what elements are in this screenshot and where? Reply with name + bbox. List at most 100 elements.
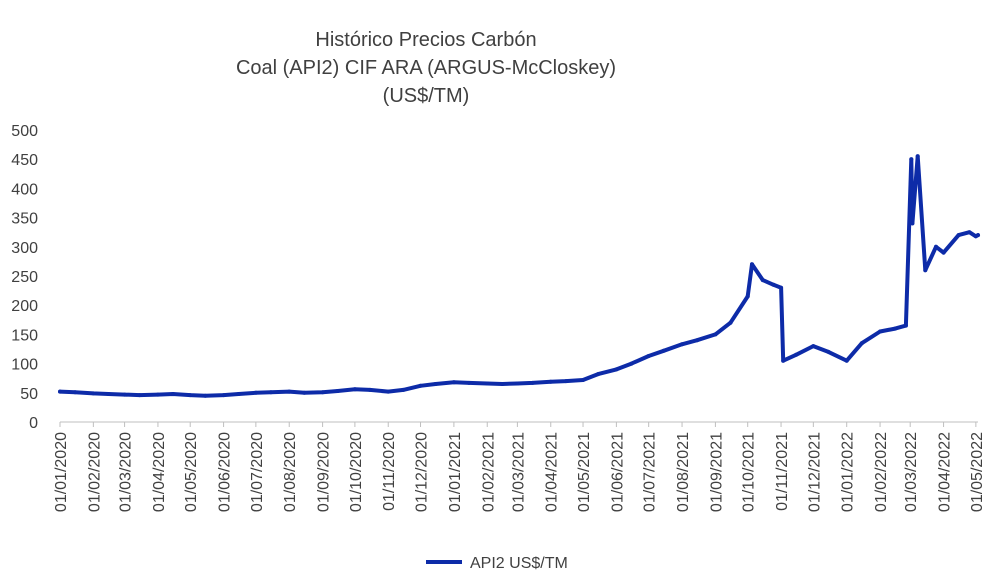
data-point: [661, 348, 666, 353]
x-tick-label: 01/01/2021: [447, 432, 464, 512]
data-point: [956, 233, 961, 238]
x-tick-label: 01/08/2021: [675, 432, 692, 512]
x-tick-label: 01/10/2020: [348, 432, 365, 512]
data-point: [467, 380, 471, 385]
data-point: [485, 381, 490, 386]
data-point: [287, 389, 292, 394]
data-point: [941, 250, 946, 255]
data-point: [781, 358, 786, 363]
chart-title-line-3: (US$/TM): [383, 85, 470, 107]
data-point: [137, 393, 142, 398]
data-point: [893, 326, 898, 331]
data-point: [500, 382, 505, 386]
data-point: [915, 154, 920, 159]
chart-title-line-1: Histórico Precios Carbón: [315, 29, 536, 51]
data-point: [695, 338, 700, 343]
data-point: [750, 262, 754, 267]
x-tick-label: 01/06/2020: [217, 432, 234, 512]
x-tick-label: 01/04/2022: [937, 432, 954, 512]
data-point: [826, 349, 831, 354]
data-point: [530, 380, 535, 385]
x-tick-label: 01/03/2022: [903, 432, 920, 512]
data-point: [122, 392, 127, 397]
series-layer: [58, 154, 980, 398]
legend: API2 US$/TM: [426, 555, 568, 572]
y-axis-ticks: 0 50 100 150 200 250 300 350 400 450 500: [11, 123, 38, 432]
data-point: [728, 320, 733, 325]
data-point: [335, 389, 340, 393]
data-point: [629, 361, 634, 366]
data-point: [903, 323, 908, 328]
data-point: [515, 381, 520, 386]
data-point: [976, 233, 980, 238]
x-tick-label: 01/12/2021: [806, 432, 823, 512]
data-point: [934, 244, 938, 249]
x-tick-label: 01/10/2021: [741, 432, 758, 512]
data-point: [386, 389, 391, 394]
x-tick-label: 01/11/2021: [774, 432, 791, 511]
x-tick-label: 01/05/2022: [969, 432, 986, 512]
data-point: [352, 387, 357, 392]
data-point: [73, 390, 78, 395]
data-point: [268, 390, 273, 395]
x-tick-label: 01/03/2020: [118, 432, 135, 512]
x-tick-label: 01/04/2020: [151, 432, 168, 512]
data-point: [680, 342, 684, 347]
x-tick-label: 01/07/2020: [249, 432, 266, 512]
data-point: [910, 221, 915, 226]
y-tick-label: 250: [11, 269, 38, 286]
data-point: [106, 392, 111, 396]
data-point: [646, 354, 651, 358]
data-point: [745, 294, 750, 299]
legend-label: API2 US$/TM: [470, 555, 568, 572]
x-tick-label: 01/02/2021: [480, 432, 497, 512]
series-line-0: [58, 154, 980, 398]
data-point: [713, 332, 718, 337]
x-tick-label: 01/09/2020: [316, 432, 333, 512]
x-tick-label: 01/02/2022: [873, 432, 890, 512]
data-point: [563, 379, 568, 384]
data-point: [58, 389, 62, 394]
x-tick-label: 01/11/2020: [381, 432, 398, 511]
x-tick-label: 01/05/2021: [576, 432, 593, 512]
y-tick-label: 450: [11, 152, 38, 169]
data-point: [433, 382, 438, 386]
data-point: [923, 268, 928, 273]
chart-title: Histórico Precios Carbón Coal (API2) CIF…: [236, 29, 616, 107]
data-point: [596, 372, 601, 377]
data-point: [401, 387, 406, 392]
data-point: [811, 344, 816, 349]
data-point: [614, 367, 619, 372]
data-point: [155, 392, 160, 397]
x-tick-label: 01/12/2020: [414, 432, 431, 512]
data-point: [451, 380, 456, 385]
y-tick-label: 0: [29, 415, 38, 432]
x-tick-label: 01/01/2022: [840, 432, 857, 512]
data-point: [418, 383, 423, 388]
y-tick-label: 100: [11, 357, 38, 374]
x-tick-label: 01/01/2020: [53, 432, 70, 512]
x-tick-label: 01/05/2020: [183, 432, 200, 512]
data-point: [367, 387, 372, 392]
y-tick-label: 400: [11, 181, 38, 198]
data-point: [236, 392, 241, 396]
y-tick-label: 200: [11, 298, 38, 315]
data-point: [302, 390, 307, 395]
data-point: [221, 393, 226, 398]
data-point: [771, 282, 776, 287]
data-point: [253, 390, 258, 395]
data-point: [188, 393, 193, 398]
data-point: [878, 329, 883, 334]
chart-title-line-2: Coal (API2) CIF ARA (ARGUS-McCloskey): [236, 57, 616, 79]
data-point: [967, 230, 972, 235]
data-point: [91, 391, 96, 396]
data-point: [859, 341, 864, 346]
data-point: [779, 285, 784, 290]
y-tick-label: 50: [20, 386, 38, 403]
data-point: [909, 157, 914, 162]
x-tick-label: 01/06/2021: [609, 432, 626, 512]
data-point: [320, 390, 325, 395]
x-tick-label: 01/09/2021: [708, 432, 725, 512]
x-tick-label: 01/04/2021: [544, 432, 561, 512]
